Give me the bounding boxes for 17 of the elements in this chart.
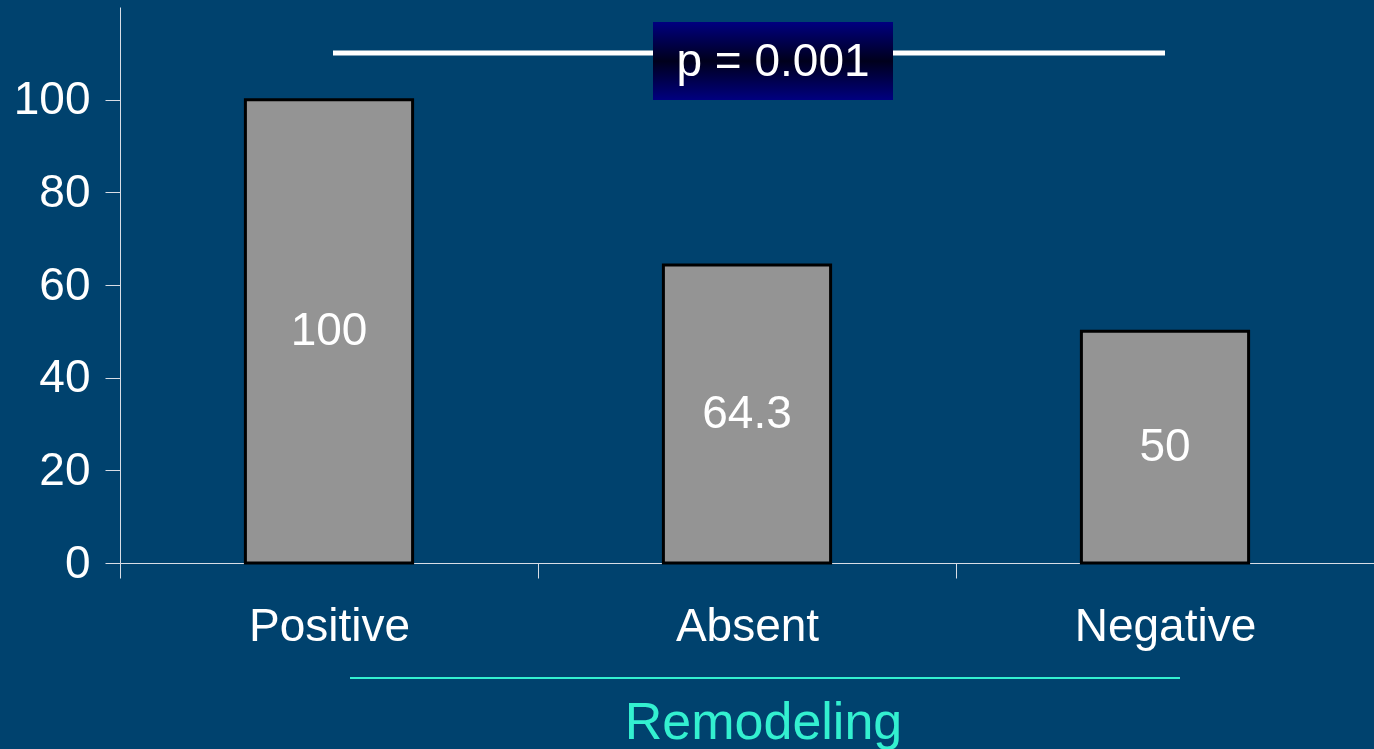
y-tick-label: 80 bbox=[39, 164, 91, 217]
data-label: 100 bbox=[290, 303, 368, 356]
x-tick-label: Negative bbox=[1074, 598, 1257, 651]
x-tick-label: Absent bbox=[675, 598, 820, 651]
y-tick-label: 20 bbox=[39, 442, 91, 495]
y-tick-label: 0 bbox=[64, 535, 91, 588]
bar bbox=[661, 263, 833, 565]
bar bbox=[243, 98, 415, 565]
y-tick-label: 60 bbox=[39, 257, 91, 310]
data-label: 64.3 bbox=[702, 386, 792, 439]
x-tick-label: Positive bbox=[248, 598, 411, 651]
x-axis-title: Remodeling bbox=[624, 691, 903, 749]
annotation: p = 0.001 bbox=[676, 34, 870, 86]
y-tick-label: 100 bbox=[13, 72, 91, 125]
y-tick-label: 40 bbox=[39, 350, 91, 403]
bar bbox=[1079, 329, 1251, 565]
data-label: 50 bbox=[1139, 419, 1191, 472]
